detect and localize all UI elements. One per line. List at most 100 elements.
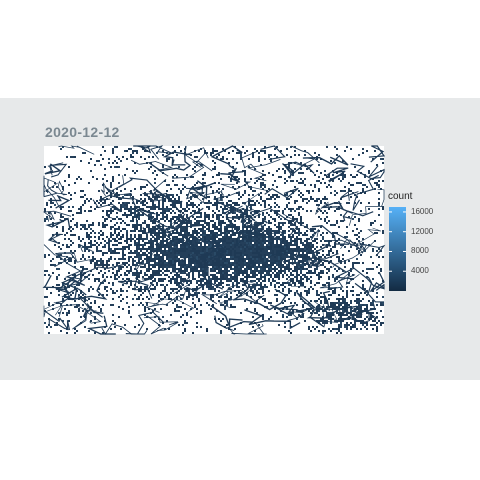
count-tile <box>286 268 288 270</box>
count-tile <box>236 276 238 278</box>
count-tile <box>314 232 316 234</box>
count-tile <box>340 288 342 290</box>
count-tile <box>228 328 230 330</box>
count-tile <box>252 246 254 248</box>
count-tile <box>252 262 254 264</box>
count-tile <box>198 224 200 226</box>
count-tile <box>228 162 230 164</box>
count-tile <box>268 154 270 156</box>
count-tile <box>294 162 296 164</box>
count-tile <box>338 300 340 302</box>
count-tile <box>196 220 198 222</box>
count-tile <box>104 286 106 288</box>
count-tile <box>318 274 320 276</box>
count-tile <box>212 226 214 228</box>
count-tile <box>210 244 212 246</box>
count-tile <box>112 314 114 316</box>
count-track <box>118 177 170 202</box>
count-tile <box>156 234 158 236</box>
count-tile <box>282 240 284 242</box>
count-tile <box>144 314 146 316</box>
count-tile <box>104 218 106 220</box>
count-tile <box>248 186 250 188</box>
count-tile <box>166 210 168 212</box>
count-tile <box>248 200 250 202</box>
count-tile <box>124 174 126 176</box>
count-tile <box>176 240 178 242</box>
count-tile <box>278 282 280 284</box>
count-tile <box>184 322 186 324</box>
count-tile <box>108 250 110 252</box>
count-track <box>286 278 307 287</box>
count-tile <box>152 206 154 208</box>
count-tile <box>264 270 266 272</box>
count-tile <box>240 292 242 294</box>
count-tile <box>292 256 294 258</box>
count-tile <box>182 262 184 264</box>
count-tile <box>172 262 174 264</box>
count-tile <box>164 252 166 254</box>
count-tile <box>284 242 286 244</box>
count-tile <box>226 280 228 282</box>
count-tile <box>370 302 372 304</box>
count-tile <box>234 264 236 266</box>
count-tile <box>170 234 172 236</box>
count-tile <box>236 264 238 266</box>
count-tile <box>56 268 58 270</box>
count-tile <box>160 258 162 260</box>
count-tile <box>334 190 336 192</box>
count-tile <box>358 236 360 238</box>
count-track <box>244 309 301 330</box>
count-tile <box>96 160 98 162</box>
count-tile <box>246 258 248 260</box>
count-tile <box>120 204 122 206</box>
count-tile <box>76 226 78 228</box>
count-track <box>306 305 358 319</box>
count-tile <box>278 232 280 234</box>
count-tile <box>226 242 228 244</box>
count-tile <box>100 308 102 310</box>
count-tile <box>322 238 324 240</box>
count-tile <box>300 280 302 282</box>
count-tile <box>302 254 304 256</box>
count-tile <box>240 252 242 254</box>
count-tile <box>144 308 146 310</box>
count-tile <box>160 266 162 268</box>
count-tile <box>288 164 290 166</box>
count-tile <box>168 266 170 268</box>
count-tile <box>144 228 146 230</box>
count-tile <box>282 250 284 252</box>
count-tile <box>288 244 290 246</box>
count-tile <box>308 250 310 252</box>
count-track <box>149 219 188 242</box>
count-tile <box>360 230 362 232</box>
count-tile <box>226 262 228 264</box>
count-tile <box>252 238 254 240</box>
count-tile <box>334 232 336 234</box>
count-tile <box>190 176 192 178</box>
count-tile <box>182 244 184 246</box>
count-tile <box>94 244 96 246</box>
count-track <box>190 180 216 200</box>
count-tile <box>294 282 296 284</box>
count-tile <box>84 276 86 278</box>
count-tile <box>182 278 184 280</box>
count-tile <box>284 182 286 184</box>
count-tile <box>178 252 180 254</box>
count-tile <box>252 266 254 268</box>
count-tile <box>156 258 158 260</box>
count-tile <box>222 318 224 320</box>
count-tile <box>262 280 264 282</box>
count-tile <box>126 240 128 242</box>
count-tile <box>162 264 164 266</box>
count-tile <box>260 266 262 268</box>
count-tile <box>308 310 310 312</box>
count-tile <box>72 214 74 216</box>
count-tile <box>226 204 228 206</box>
count-tile <box>332 302 334 304</box>
count-tile <box>58 294 60 296</box>
count-tile <box>232 256 234 258</box>
count-tile <box>326 282 328 284</box>
count-tile <box>222 270 224 272</box>
count-tile <box>90 270 92 272</box>
